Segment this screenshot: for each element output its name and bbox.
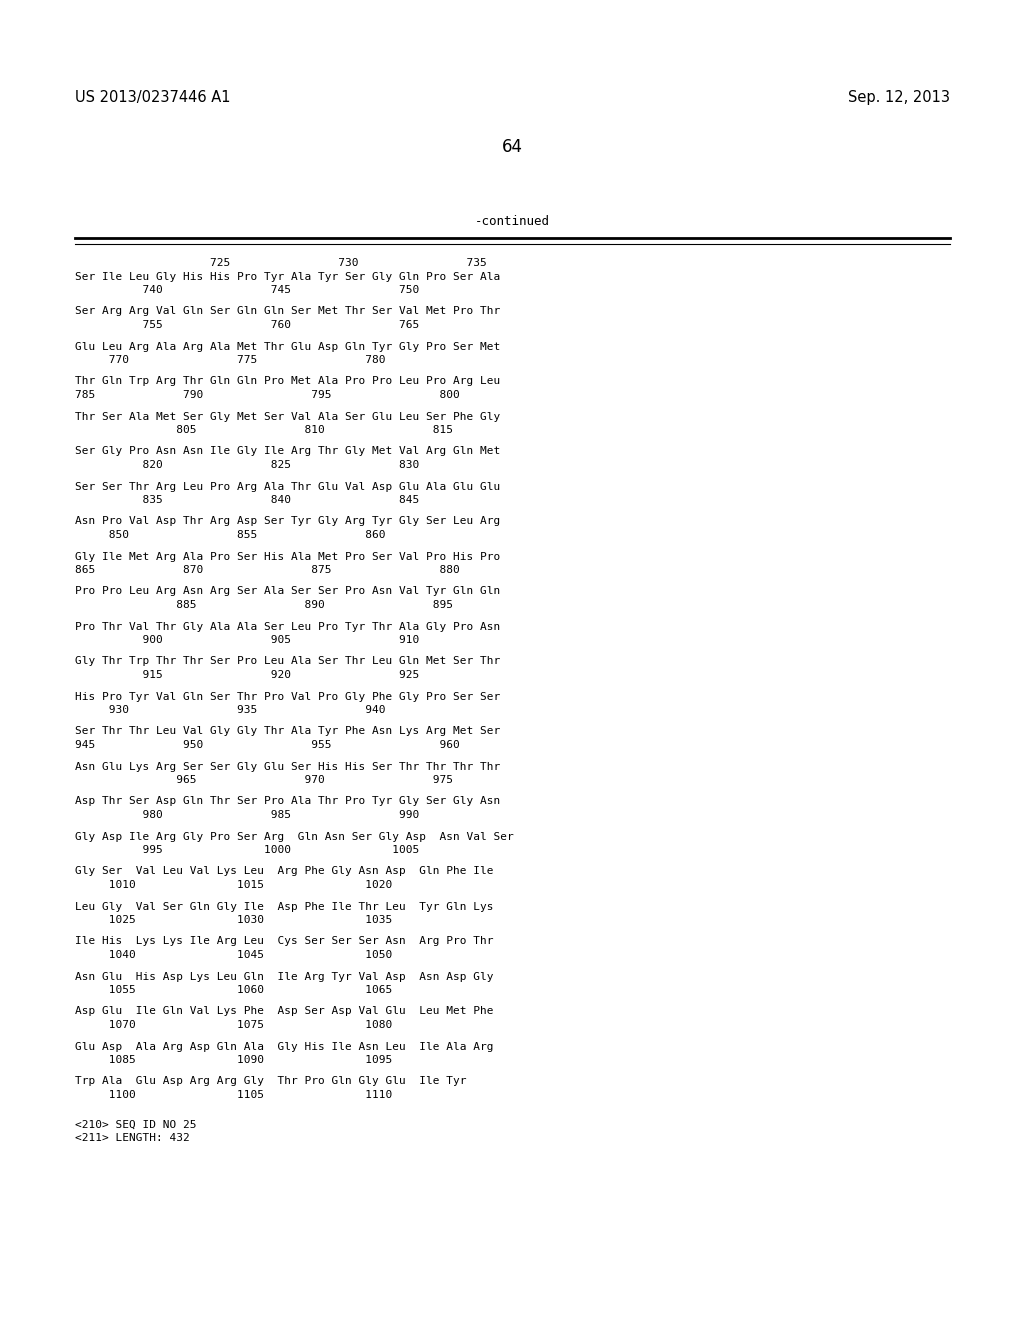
Text: 915                920                925: 915 920 925 (75, 671, 419, 680)
Text: His Pro Tyr Val Gln Ser Thr Pro Val Pro Gly Phe Gly Pro Ser Ser: His Pro Tyr Val Gln Ser Thr Pro Val Pro … (75, 692, 501, 701)
Text: Gly Thr Trp Thr Thr Ser Pro Leu Ala Ser Thr Leu Gln Met Ser Thr: Gly Thr Trp Thr Thr Ser Pro Leu Ala Ser … (75, 656, 501, 667)
Text: Glu Leu Arg Ala Arg Ala Met Thr Glu Asp Gln Tyr Gly Pro Ser Met: Glu Leu Arg Ala Arg Ala Met Thr Glu Asp … (75, 342, 501, 351)
Text: Leu Gly  Val Ser Gln Gly Ile  Asp Phe Ile Thr Leu  Tyr Gln Lys: Leu Gly Val Ser Gln Gly Ile Asp Phe Ile … (75, 902, 494, 912)
Text: 755                760                765: 755 760 765 (75, 319, 419, 330)
Text: 995               1000               1005: 995 1000 1005 (75, 845, 419, 855)
Text: <210> SEQ ID NO 25: <210> SEQ ID NO 25 (75, 1119, 197, 1130)
Text: Gly Ile Met Arg Ala Pro Ser His Ala Met Pro Ser Val Pro His Pro: Gly Ile Met Arg Ala Pro Ser His Ala Met … (75, 552, 501, 561)
Text: Asn Pro Val Asp Thr Arg Asp Ser Tyr Gly Arg Tyr Gly Ser Leu Arg: Asn Pro Val Asp Thr Arg Asp Ser Tyr Gly … (75, 516, 501, 527)
Text: Ser Arg Arg Val Gln Ser Gln Gln Ser Met Thr Ser Val Met Pro Thr: Ser Arg Arg Val Gln Ser Gln Gln Ser Met … (75, 306, 501, 317)
Text: 980                985                990: 980 985 990 (75, 810, 419, 820)
Text: Pro Thr Val Thr Gly Ala Ala Ser Leu Pro Tyr Thr Ala Gly Pro Asn: Pro Thr Val Thr Gly Ala Ala Ser Leu Pro … (75, 622, 501, 631)
Text: Gly Ser  Val Leu Val Lys Leu  Arg Phe Gly Asn Asp  Gln Phe Ile: Gly Ser Val Leu Val Lys Leu Arg Phe Gly … (75, 866, 494, 876)
Text: Asp Glu  Ile Gln Val Lys Phe  Asp Ser Asp Val Glu  Leu Met Phe: Asp Glu Ile Gln Val Lys Phe Asp Ser Asp … (75, 1006, 494, 1016)
Text: US 2013/0237446 A1: US 2013/0237446 A1 (75, 90, 230, 106)
Text: Ile His  Lys Lys Ile Arg Leu  Cys Ser Ser Ser Asn  Arg Pro Thr: Ile His Lys Lys Ile Arg Leu Cys Ser Ser … (75, 936, 494, 946)
Text: 930                935                940: 930 935 940 (75, 705, 385, 715)
Text: 740                745                750: 740 745 750 (75, 285, 419, 294)
Text: Trp Ala  Glu Asp Arg Arg Gly  Thr Pro Gln Gly Glu  Ile Tyr: Trp Ala Glu Asp Arg Arg Gly Thr Pro Gln … (75, 1077, 467, 1086)
Text: Asp Thr Ser Asp Gln Thr Ser Pro Ala Thr Pro Tyr Gly Ser Gly Asn: Asp Thr Ser Asp Gln Thr Ser Pro Ala Thr … (75, 796, 501, 807)
Text: Glu Asp  Ala Arg Asp Gln Ala  Gly His Ile Asn Leu  Ile Ala Arg: Glu Asp Ala Arg Asp Gln Ala Gly His Ile … (75, 1041, 494, 1052)
Text: 885                890                895: 885 890 895 (75, 601, 453, 610)
Text: Pro Pro Leu Arg Asn Arg Ser Ala Ser Ser Pro Asn Val Tyr Gln Gln: Pro Pro Leu Arg Asn Arg Ser Ala Ser Ser … (75, 586, 501, 597)
Text: Ser Ile Leu Gly His His Pro Tyr Ala Tyr Ser Gly Gln Pro Ser Ala: Ser Ile Leu Gly His His Pro Tyr Ala Tyr … (75, 272, 501, 281)
Text: 785             790                795                800: 785 790 795 800 (75, 389, 460, 400)
Text: Asn Glu Lys Arg Ser Ser Gly Glu Ser His His Ser Thr Thr Thr Thr: Asn Glu Lys Arg Ser Ser Gly Glu Ser His … (75, 762, 501, 771)
Text: Ser Thr Thr Leu Val Gly Gly Thr Ala Tyr Phe Asn Lys Arg Met Ser: Ser Thr Thr Leu Val Gly Gly Thr Ala Tyr … (75, 726, 501, 737)
Text: Asn Glu  His Asp Lys Leu Gln  Ile Arg Tyr Val Asp  Asn Asp Gly: Asn Glu His Asp Lys Leu Gln Ile Arg Tyr … (75, 972, 494, 982)
Text: 865             870                875                880: 865 870 875 880 (75, 565, 460, 576)
Text: 64: 64 (502, 139, 522, 156)
Text: 965                970                975: 965 970 975 (75, 775, 453, 785)
Text: 835                840                845: 835 840 845 (75, 495, 419, 506)
Text: 850                855                860: 850 855 860 (75, 531, 385, 540)
Text: <211> LENGTH: 432: <211> LENGTH: 432 (75, 1133, 189, 1143)
Text: 1010               1015               1020: 1010 1015 1020 (75, 880, 392, 890)
Text: 820                825                830: 820 825 830 (75, 459, 419, 470)
Text: -continued: -continued (474, 215, 550, 228)
Text: 900                905                910: 900 905 910 (75, 635, 419, 645)
Text: Ser Ser Thr Arg Leu Pro Arg Ala Thr Glu Val Asp Glu Ala Glu Glu: Ser Ser Thr Arg Leu Pro Arg Ala Thr Glu … (75, 482, 501, 491)
Text: Ser Gly Pro Asn Asn Ile Gly Ile Arg Thr Gly Met Val Arg Gln Met: Ser Gly Pro Asn Asn Ile Gly Ile Arg Thr … (75, 446, 501, 457)
Text: 770                775                780: 770 775 780 (75, 355, 385, 366)
Text: 1100               1105               1110: 1100 1105 1110 (75, 1090, 392, 1100)
Text: 1085               1090               1095: 1085 1090 1095 (75, 1055, 392, 1065)
Text: Gly Asp Ile Arg Gly Pro Ser Arg  Gln Asn Ser Gly Asp  Asn Val Ser: Gly Asp Ile Arg Gly Pro Ser Arg Gln Asn … (75, 832, 514, 842)
Text: 1070               1075               1080: 1070 1075 1080 (75, 1020, 392, 1030)
Text: 945             950                955                960: 945 950 955 960 (75, 741, 460, 750)
Text: 1040               1045               1050: 1040 1045 1050 (75, 950, 392, 960)
Text: 1055               1060               1065: 1055 1060 1065 (75, 985, 392, 995)
Text: Thr Ser Ala Met Ser Gly Met Ser Val Ala Ser Glu Leu Ser Phe Gly: Thr Ser Ala Met Ser Gly Met Ser Val Ala … (75, 412, 501, 421)
Text: 725                730                735: 725 730 735 (75, 257, 486, 268)
Text: 1025               1030               1035: 1025 1030 1035 (75, 915, 392, 925)
Text: Thr Gln Trp Arg Thr Gln Gln Pro Met Ala Pro Pro Leu Pro Arg Leu: Thr Gln Trp Arg Thr Gln Gln Pro Met Ala … (75, 376, 501, 387)
Text: Sep. 12, 2013: Sep. 12, 2013 (848, 90, 950, 106)
Text: 805                810                815: 805 810 815 (75, 425, 453, 436)
